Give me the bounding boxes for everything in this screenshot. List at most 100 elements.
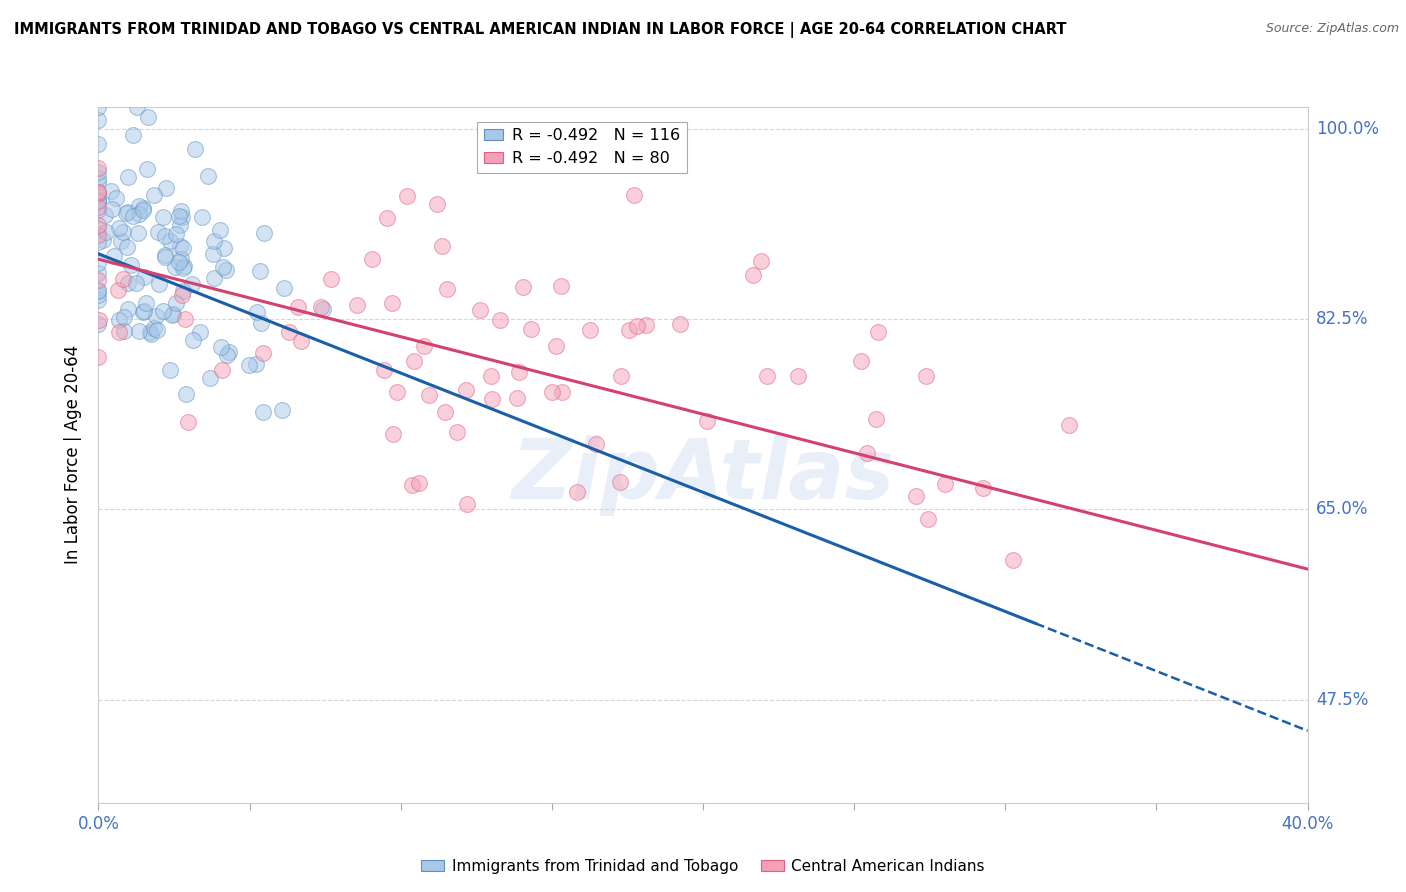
- Point: [209, 340, 232, 354]
- Point: [184, 142, 207, 156]
- Point: [87, 185, 110, 199]
- Point: [87, 161, 110, 175]
- Point: [408, 476, 430, 491]
- Point: [381, 427, 404, 442]
- Point: [87, 266, 110, 280]
- Point: [849, 354, 872, 368]
- Text: 82.5%: 82.5%: [1316, 310, 1368, 328]
- Point: [360, 252, 382, 266]
- Point: [146, 323, 169, 337]
- Point: [252, 405, 274, 419]
- Point: [418, 388, 440, 402]
- Point: [165, 227, 187, 241]
- Point: [159, 363, 181, 377]
- Point: [696, 414, 718, 428]
- Point: [153, 250, 176, 264]
- Point: [104, 191, 127, 205]
- Point: [217, 348, 239, 362]
- Point: [87, 194, 110, 208]
- Point: [117, 302, 139, 317]
- Point: [202, 271, 225, 285]
- Point: [91, 233, 114, 247]
- Point: [112, 324, 135, 338]
- Point: [108, 220, 131, 235]
- Point: [110, 234, 132, 248]
- Point: [87, 175, 110, 189]
- Point: [197, 169, 219, 183]
- Point: [211, 363, 233, 377]
- Point: [132, 269, 155, 284]
- Point: [436, 282, 458, 296]
- Point: [167, 209, 190, 223]
- Point: [120, 258, 142, 272]
- Point: [488, 312, 510, 326]
- Point: [273, 281, 295, 295]
- Point: [446, 425, 468, 440]
- Point: [135, 296, 157, 310]
- Point: [174, 386, 197, 401]
- Point: [112, 310, 135, 324]
- Point: [180, 277, 202, 291]
- Point: [160, 309, 183, 323]
- Point: [468, 303, 491, 318]
- Point: [117, 205, 139, 219]
- Point: [108, 313, 131, 327]
- Point: [181, 333, 204, 347]
- Point: [669, 317, 692, 331]
- Y-axis label: In Labor Force | Age 20-64: In Labor Force | Age 20-64: [65, 345, 83, 565]
- Point: [87, 185, 110, 199]
- Point: [212, 241, 235, 255]
- Point: [132, 201, 155, 215]
- Point: [755, 369, 778, 384]
- Point: [94, 225, 117, 239]
- Point: [253, 227, 276, 241]
- Point: [579, 323, 602, 337]
- Point: [456, 497, 478, 511]
- Point: [787, 368, 810, 383]
- Point: [148, 277, 170, 292]
- Point: [201, 247, 224, 261]
- Point: [249, 264, 271, 278]
- Point: [170, 288, 193, 302]
- Point: [143, 321, 166, 335]
- Point: [865, 411, 887, 425]
- Point: [541, 384, 564, 399]
- Point: [87, 317, 110, 331]
- Point: [107, 283, 129, 297]
- Point: [250, 316, 273, 330]
- Point: [934, 477, 956, 491]
- Point: [277, 325, 299, 339]
- Point: [346, 298, 368, 312]
- Point: [115, 240, 138, 254]
- Point: [132, 305, 155, 319]
- Text: 47.5%: 47.5%: [1316, 690, 1368, 708]
- Point: [89, 313, 111, 327]
- Point: [152, 303, 174, 318]
- Point: [565, 484, 588, 499]
- Point: [1057, 417, 1080, 432]
- Point: [434, 404, 457, 418]
- Point: [128, 207, 150, 221]
- Point: [508, 365, 530, 379]
- Point: [169, 219, 191, 233]
- Point: [87, 136, 110, 151]
- Text: 100.0%: 100.0%: [1316, 120, 1379, 137]
- Point: [153, 247, 176, 261]
- Point: [172, 241, 194, 255]
- Point: [87, 100, 110, 114]
- Point: [252, 345, 274, 359]
- Point: [749, 254, 772, 268]
- Point: [101, 202, 124, 216]
- Point: [100, 184, 122, 198]
- Point: [177, 415, 200, 429]
- Point: [165, 295, 187, 310]
- Point: [141, 326, 163, 341]
- Point: [373, 362, 395, 376]
- Point: [155, 229, 177, 244]
- Point: [375, 211, 398, 226]
- Point: [122, 128, 145, 142]
- Point: [395, 189, 418, 203]
- Point: [312, 301, 335, 316]
- Point: [404, 353, 426, 368]
- Point: [512, 280, 534, 294]
